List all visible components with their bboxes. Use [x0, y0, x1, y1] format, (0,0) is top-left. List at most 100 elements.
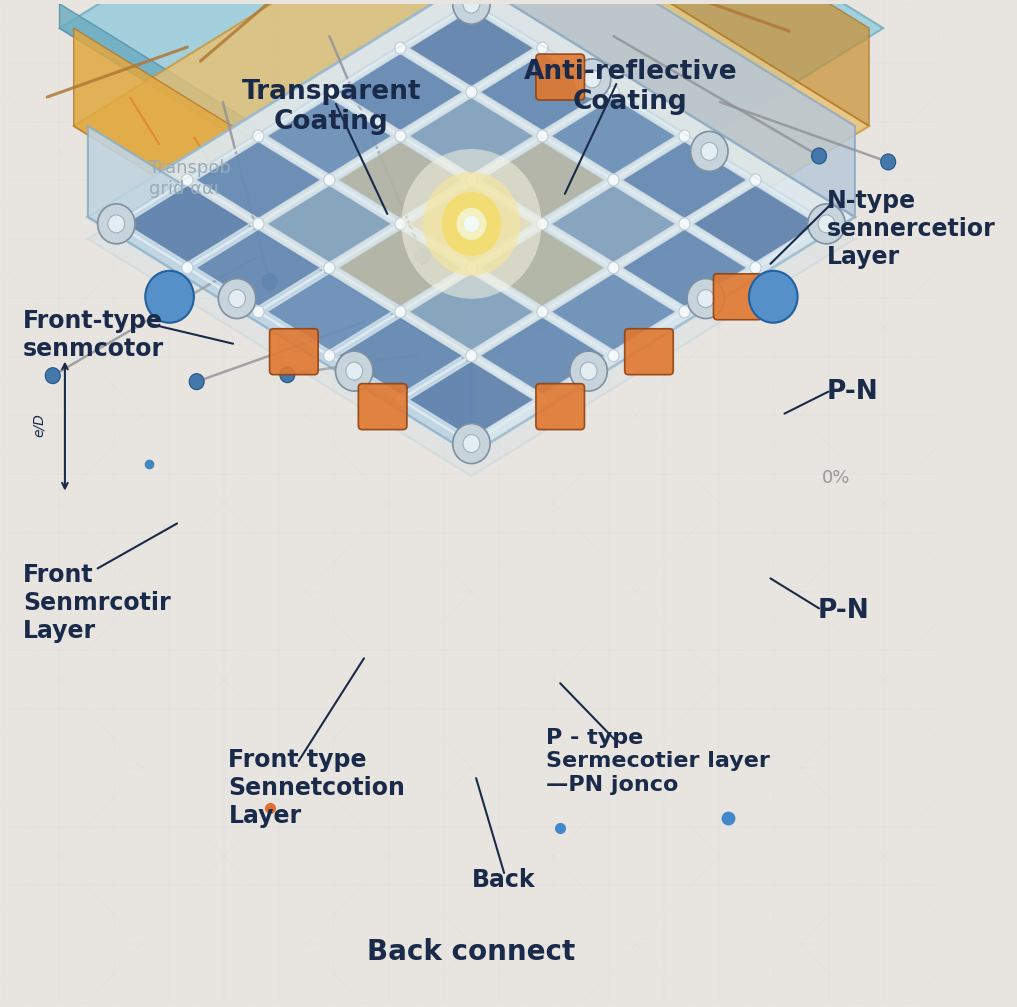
Polygon shape	[73, 0, 870, 372]
Circle shape	[441, 192, 501, 256]
Polygon shape	[73, 28, 472, 372]
Circle shape	[687, 279, 724, 318]
Circle shape	[219, 279, 255, 318]
Circle shape	[182, 174, 193, 186]
Circle shape	[580, 363, 597, 380]
Circle shape	[466, 174, 477, 186]
Polygon shape	[551, 185, 676, 263]
Text: Back: Back	[472, 868, 536, 892]
Circle shape	[457, 207, 486, 240]
Circle shape	[453, 0, 490, 24]
Circle shape	[336, 351, 373, 391]
Circle shape	[537, 394, 548, 406]
Circle shape	[570, 351, 607, 391]
Polygon shape	[551, 273, 676, 350]
Polygon shape	[472, 0, 855, 217]
Text: P - type
Sermecotier layer
—PN jonco: P - type Sermecotier layer —PN jonco	[546, 728, 770, 795]
Circle shape	[395, 42, 406, 54]
Circle shape	[145, 271, 194, 322]
Circle shape	[395, 394, 406, 406]
Circle shape	[466, 86, 477, 98]
Polygon shape	[196, 230, 320, 306]
Circle shape	[280, 367, 295, 383]
Circle shape	[679, 218, 691, 230]
FancyBboxPatch shape	[714, 274, 762, 320]
Polygon shape	[409, 9, 534, 87]
Text: e/D: e/D	[32, 414, 46, 437]
Polygon shape	[480, 230, 605, 306]
FancyBboxPatch shape	[624, 328, 673, 375]
Text: Transparent
Coating: Transparent Coating	[241, 80, 421, 135]
Polygon shape	[125, 185, 250, 263]
Circle shape	[807, 203, 845, 244]
Polygon shape	[480, 317, 605, 395]
Polygon shape	[196, 141, 320, 219]
Circle shape	[253, 130, 264, 142]
Circle shape	[679, 130, 691, 142]
Circle shape	[466, 349, 477, 362]
Circle shape	[537, 42, 548, 54]
Circle shape	[749, 271, 797, 322]
Polygon shape	[87, 126, 472, 454]
Polygon shape	[59, 4, 472, 283]
Circle shape	[46, 368, 60, 384]
Polygon shape	[59, 0, 884, 283]
Circle shape	[402, 149, 541, 299]
Polygon shape	[480, 53, 605, 131]
Text: P-N: P-N	[818, 598, 869, 624]
Polygon shape	[338, 230, 463, 306]
FancyBboxPatch shape	[536, 384, 585, 430]
Circle shape	[608, 349, 619, 362]
Circle shape	[189, 374, 204, 390]
Polygon shape	[338, 317, 463, 395]
Text: Anti-reflective
Coating: Anti-reflective Coating	[524, 59, 737, 115]
Circle shape	[818, 214, 835, 233]
Polygon shape	[622, 141, 746, 219]
Text: Transpob
grid ααι: Transpob grid ααι	[149, 159, 231, 197]
Polygon shape	[266, 185, 392, 263]
Circle shape	[111, 218, 122, 230]
Circle shape	[881, 154, 896, 170]
Polygon shape	[409, 185, 534, 263]
Circle shape	[691, 131, 728, 171]
Polygon shape	[472, 0, 870, 126]
Circle shape	[108, 214, 125, 233]
Circle shape	[229, 290, 245, 307]
Polygon shape	[409, 98, 534, 174]
Circle shape	[415, 248, 430, 264]
Circle shape	[698, 290, 714, 307]
Circle shape	[262, 274, 277, 290]
Circle shape	[464, 215, 479, 232]
Polygon shape	[409, 361, 534, 438]
Circle shape	[821, 218, 832, 230]
Circle shape	[608, 262, 619, 274]
Polygon shape	[480, 141, 605, 219]
Circle shape	[537, 306, 548, 318]
Circle shape	[750, 262, 761, 274]
Polygon shape	[338, 141, 463, 219]
FancyBboxPatch shape	[270, 328, 318, 375]
Circle shape	[182, 262, 193, 274]
Circle shape	[750, 174, 761, 186]
Circle shape	[466, 438, 477, 449]
Circle shape	[701, 142, 718, 160]
Text: P-N: P-N	[827, 379, 879, 405]
Circle shape	[537, 130, 548, 142]
Circle shape	[574, 58, 611, 99]
Circle shape	[584, 69, 601, 88]
Polygon shape	[338, 53, 463, 131]
FancyBboxPatch shape	[358, 384, 407, 430]
Circle shape	[323, 174, 335, 186]
Text: Back connect: Back connect	[367, 938, 576, 966]
Text: 0%: 0%	[822, 468, 850, 486]
Circle shape	[463, 435, 480, 452]
Circle shape	[423, 172, 520, 276]
Circle shape	[608, 174, 619, 186]
Circle shape	[395, 130, 406, 142]
Text: N-type
sennercetior
Layer: N-type sennercetior Layer	[827, 189, 996, 269]
Circle shape	[323, 349, 335, 362]
Circle shape	[466, 262, 477, 274]
Circle shape	[323, 262, 335, 274]
Circle shape	[98, 203, 135, 244]
Circle shape	[608, 86, 619, 98]
